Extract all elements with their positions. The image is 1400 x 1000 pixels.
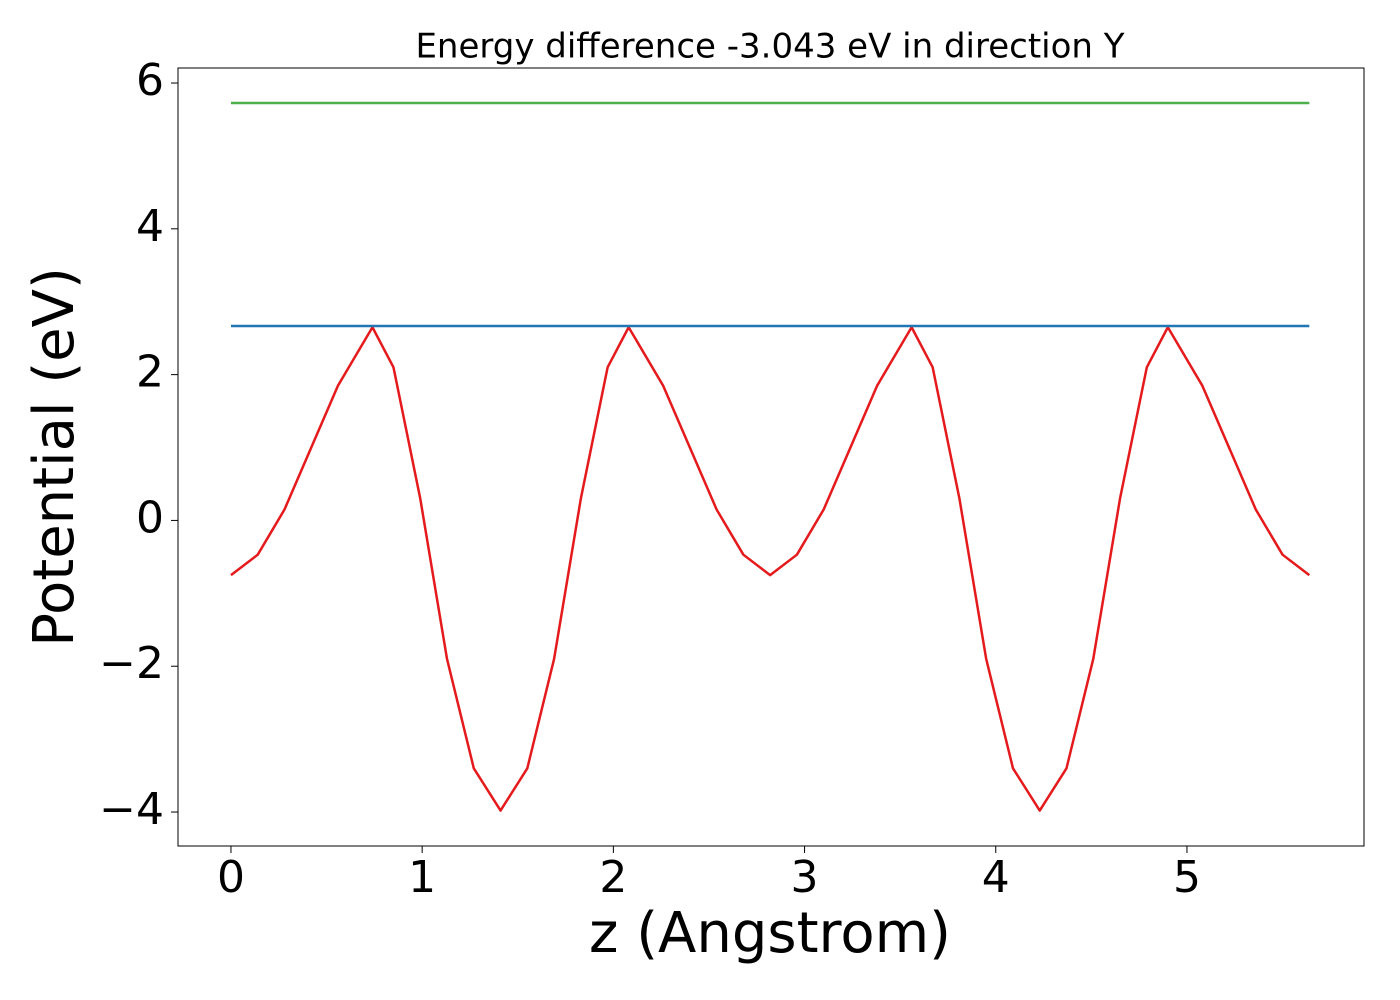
- data-line: [230, 325, 1311, 812]
- x-tick-label: 2: [599, 852, 627, 903]
- x-tick-label: 1: [408, 852, 436, 903]
- x-tick-label: 4: [982, 852, 1010, 903]
- y-tick-label: −2: [99, 638, 164, 689]
- plot-frame: [177, 67, 1365, 847]
- x-tick-label: 0: [217, 852, 245, 903]
- y-tick-label: −4: [99, 784, 164, 835]
- x-tick-label: 3: [791, 852, 819, 903]
- x-tick-label: 5: [1173, 852, 1201, 903]
- y-tick-label: 6: [136, 55, 164, 106]
- y-tick-label: 2: [136, 347, 164, 398]
- y-tick-label: 4: [136, 201, 164, 252]
- chart-title: Energy difference -3.043 eV in direction…: [415, 27, 1124, 67]
- y-tick-label: 0: [136, 492, 164, 543]
- y-axis-label: Potential (eV): [22, 267, 87, 647]
- x-axis-label: z (Angstrom): [589, 901, 951, 966]
